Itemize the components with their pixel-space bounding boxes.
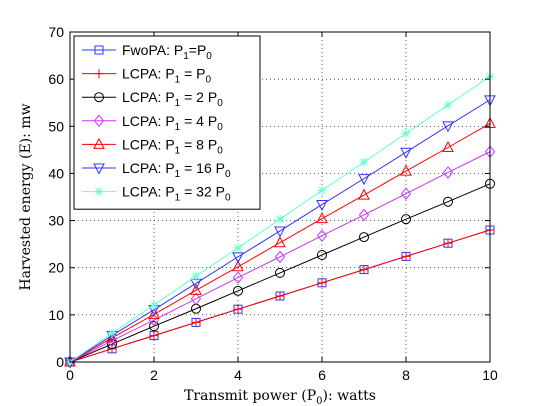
x-tick-label: 10 — [482, 367, 498, 383]
y-tick-label: 20 — [48, 260, 64, 276]
data-point — [317, 278, 327, 288]
legend-marker — [94, 92, 104, 103]
data-point — [275, 291, 285, 301]
y-tick-label: 70 — [48, 24, 64, 40]
legend-entry: LCPA: P1 = 32 P0 — [82, 184, 231, 204]
data-point — [442, 140, 454, 152]
data-point — [191, 271, 201, 281]
y-tick-label: 10 — [48, 307, 64, 323]
data-point — [148, 307, 160, 319]
y-tick-label: 50 — [48, 118, 64, 134]
data-point — [443, 238, 453, 248]
legend-entry: LCPA: P1 = 16 P0 — [82, 160, 231, 180]
data-point — [316, 200, 328, 212]
series-line — [69, 183, 491, 363]
legend-entry: LCPA: P1 = P0 — [82, 66, 212, 86]
x-tick-label: 2 — [150, 367, 158, 383]
legend-marker — [93, 163, 105, 175]
data-point — [359, 157, 369, 167]
y-axis-label: Harvested energy (E): mw — [18, 103, 34, 290]
data-point — [317, 185, 327, 195]
data-point — [191, 317, 201, 327]
legend-marker — [94, 45, 104, 55]
legend-entry: LCPA: P1 = 8 P0 — [82, 136, 223, 156]
data-point — [358, 174, 370, 186]
data-point — [400, 187, 412, 200]
data-point — [316, 212, 328, 224]
data-point — [317, 249, 327, 260]
legend-marker — [94, 69, 104, 79]
data-point — [107, 339, 117, 350]
axis-ticks: 0 2 4 6 8 10 0 10 20 30 40 50 60 70 — [48, 24, 498, 383]
legend-label: FwoPA: P1=P0 — [122, 42, 212, 62]
data-point — [358, 188, 370, 200]
data-point — [190, 283, 202, 295]
data-point — [400, 164, 412, 176]
data-point — [442, 166, 454, 179]
data-point — [149, 321, 159, 332]
data-point — [107, 328, 117, 338]
data-point — [401, 251, 411, 261]
data-point — [359, 265, 369, 275]
data-point — [274, 226, 286, 238]
legend-label: LCPA: P1 = 2 P0 — [122, 89, 223, 109]
data-point — [443, 196, 453, 207]
series-line — [69, 99, 491, 363]
legend-label: LCPA: P1 = 32 P0 — [122, 184, 231, 204]
data-point — [359, 232, 369, 243]
series-4 — [64, 116, 496, 367]
data-point — [274, 236, 286, 248]
y-tick-label: 30 — [48, 213, 64, 229]
legend-box — [73, 35, 261, 210]
y-tick-label: 40 — [48, 165, 64, 181]
legend-label: LCPA: P1 = 4 P0 — [122, 113, 223, 133]
legend-marker — [94, 187, 104, 197]
data-point — [233, 304, 243, 314]
legend-entry: FwoPA: P1=P0 — [82, 42, 212, 62]
legend-label: LCPA: P1 = 8 P0 — [122, 136, 223, 156]
legend-marker — [93, 114, 105, 128]
data-point — [358, 208, 370, 222]
legend-marker — [93, 137, 105, 149]
data-point — [232, 252, 244, 264]
data-point — [233, 243, 243, 253]
data-point — [401, 128, 411, 138]
x-tick-label: 4 — [234, 367, 242, 383]
data-point — [275, 267, 285, 278]
legend-entry: LCPA: P1 = 4 P0 — [82, 113, 223, 133]
data-point — [275, 214, 285, 224]
data-point — [232, 271, 244, 284]
y-tick-label: 0 — [56, 354, 64, 370]
data-point — [190, 292, 202, 306]
x-tick-label: 6 — [318, 367, 326, 383]
data-point — [316, 229, 328, 242]
x-tick-label: 0 — [66, 367, 74, 383]
data-point — [149, 300, 159, 310]
legend-label: LCPA: P1 = P0 — [122, 66, 212, 86]
legend-entry: LCPA: P1 = 2 P0 — [82, 89, 223, 109]
series-layer — [64, 71, 496, 369]
x-axis-label: Transmit power (P0): watts — [184, 388, 376, 406]
data-point — [443, 100, 453, 110]
x-tick-label: 8 — [402, 367, 410, 383]
data-point — [274, 250, 286, 264]
legend: FwoPA: P1=P0 LCPA: P1 = P0 LCPA: P1 = 2 P0… — [73, 35, 261, 210]
data-point — [232, 260, 244, 272]
data-point — [233, 285, 243, 296]
series-line — [69, 151, 491, 363]
legend-label: LCPA: P1 = 16 P0 — [122, 160, 231, 180]
data-point — [442, 121, 454, 133]
series-2 — [65, 178, 495, 367]
data-point — [401, 214, 411, 225]
data-point — [149, 331, 159, 341]
series-line — [69, 123, 491, 363]
y-tick-label: 60 — [48, 71, 64, 87]
plot-frame — [69, 31, 491, 363]
data-point — [400, 147, 412, 159]
